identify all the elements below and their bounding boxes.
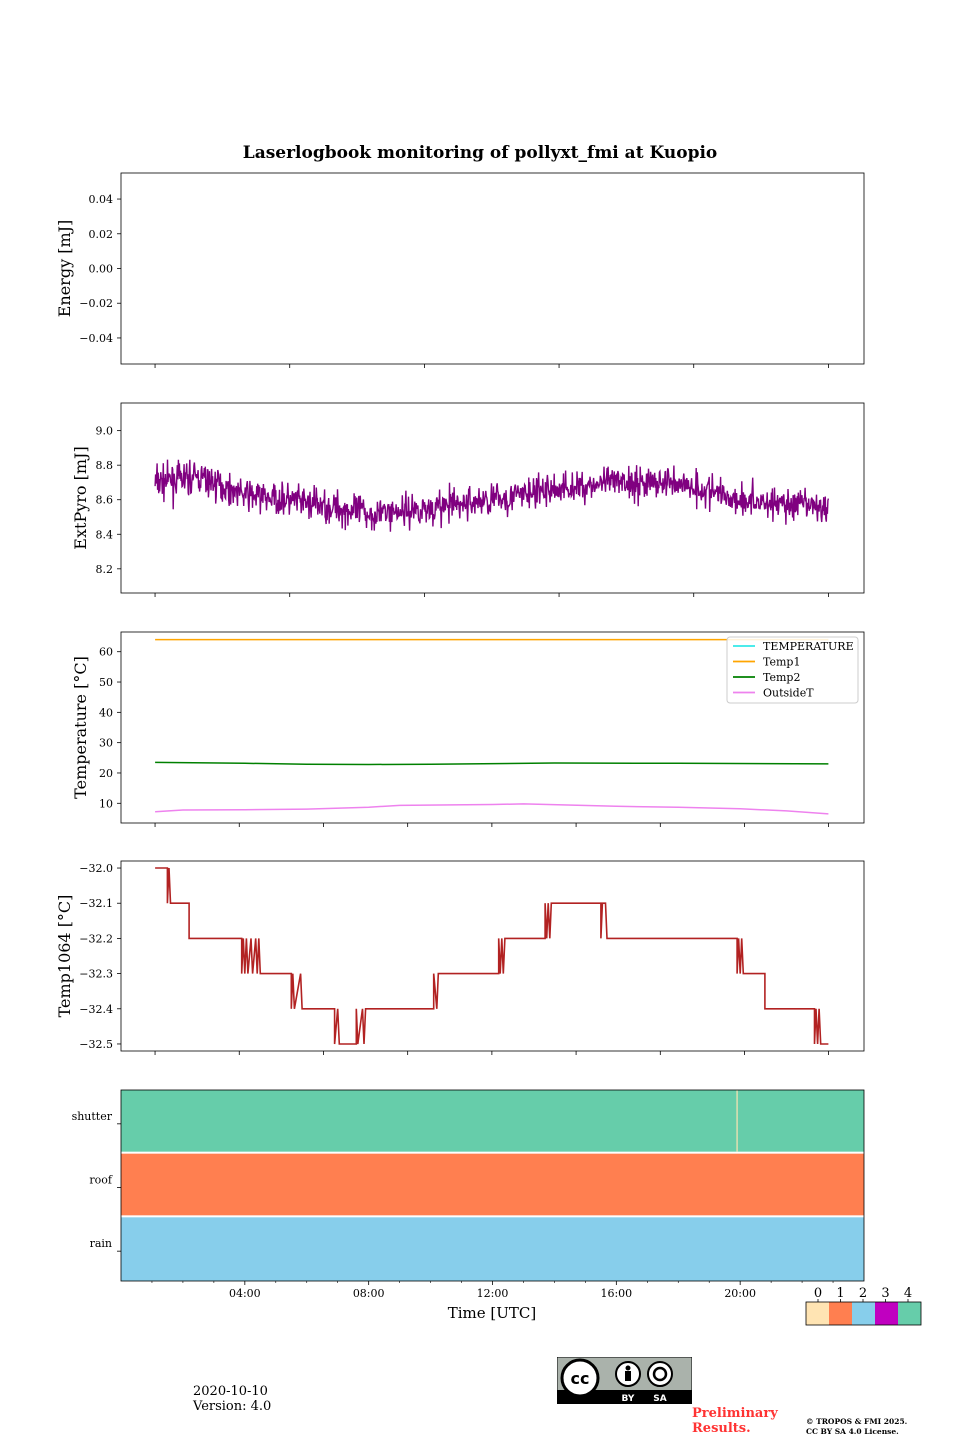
colorbar-tick-label: 2 [859, 1286, 867, 1301]
temp1064-ytick-label: −32.2 [79, 932, 113, 945]
temp1064-frame [120, 860, 865, 1052]
temp1064-ylabel: Temp1064 [°C] [55, 895, 74, 1018]
colorbar-cell-2 [852, 1302, 875, 1325]
legend-label-outsidet: OutsideT [763, 687, 814, 700]
preliminary-line-2: Results. [692, 1421, 751, 1436]
status-xtick-label: 16:00 [600, 1287, 632, 1300]
temperature-ytick-label: 10 [99, 797, 113, 810]
colorbar-cell-1 [829, 1302, 852, 1325]
temperature-ytick-label: 20 [99, 767, 113, 780]
temp1064-ytick-label: −32.3 [79, 968, 113, 981]
status-row-rain [121, 1217, 864, 1281]
energy-ytick-label: 0.02 [89, 228, 114, 241]
energy-ylabel: Energy [mJ] [55, 220, 74, 318]
temp1064-ytick-label: −32.4 [79, 1003, 113, 1016]
series-outsidet-line [155, 803, 829, 815]
footer-version: Version: 4.0 [193, 1399, 272, 1414]
extpyro-ytick-label: 8.8 [96, 459, 114, 472]
status-xtick-label: 20:00 [724, 1287, 756, 1300]
status-label-shutter: shutter [72, 1110, 113, 1123]
copyright-line-2: CC BY SA 4.0 License. [806, 1427, 899, 1436]
x-axis-label: Time [UTC] [448, 1304, 537, 1322]
status-xtick-label: 12:00 [477, 1287, 509, 1300]
panel-extpyro: 9.0 8.8 8.6 8.4 8.2 ExtPyro [mJ] [71, 402, 865, 597]
temp1064-ytick-label: −32.1 [79, 897, 113, 910]
temperature-ytick-label: 40 [99, 706, 113, 719]
temp1064-ytick-label: −32.5 [79, 1038, 113, 1051]
panel-status: shutter roof rain 04:00 08:00 12:00 16:00 20:00… [72, 1089, 922, 1326]
energy-ytick-label: 0.00 [89, 263, 114, 276]
colorbar-tick-label: 0 [814, 1286, 822, 1301]
extpyro-ytick-label: 8.2 [96, 563, 114, 576]
status-label-rain: rain [90, 1237, 112, 1250]
temperature-ylabel: Temperature [°C] [71, 656, 90, 799]
legend-label-temp1: Temp1 [763, 656, 800, 669]
status-xtick-label: 04:00 [229, 1287, 261, 1300]
status-label-roof: roof [89, 1174, 113, 1187]
series-temp2-line [155, 761, 829, 766]
temp1064-series-line [155, 867, 829, 1045]
copyright-note: © TROPOS & FMI 2025. CC BY SA 4.0 Licens… [806, 1417, 907, 1437]
temp1064-ytick-label: −32.0 [79, 862, 113, 875]
extpyro-ytick-label: 9.0 [96, 425, 114, 438]
temperature-ytick-label: 60 [99, 646, 113, 659]
plots-area: 0.04 0.02 0.00 −0.02 −0.04 Energy [mJ] 9.0 8.8 8… [55, 172, 922, 1326]
temperature-legend: TEMPERATURE Temp1 Temp2 OutsideT [726, 636, 859, 704]
colorbar-cell-4 [898, 1302, 921, 1325]
status-xtick-label: 08:00 [353, 1287, 385, 1300]
energy-ytick-label: −0.04 [79, 332, 113, 345]
figure-title: Laserlogbook monitoring of pollyxt_fmi a… [243, 143, 718, 163]
cc-by-sa-badge: cc BY SA [556, 1356, 693, 1408]
legend-label-temp2: Temp2 [763, 671, 800, 684]
copyright-line-1: © TROPOS & FMI 2025. [806, 1417, 908, 1426]
temperature-ytick-label: 50 [99, 676, 113, 689]
badge-sa-label: SA [653, 1394, 666, 1404]
colorbar-frame [805, 1301, 922, 1326]
temperature-ytick-label: 30 [99, 737, 113, 750]
status-row-roof [121, 1153, 864, 1216]
legend-box [726, 636, 859, 704]
colorbar-cell-0 [806, 1302, 829, 1325]
preliminary-note: Preliminary Results. [692, 1406, 778, 1436]
extpyro-ytick-label: 8.6 [96, 494, 114, 507]
extpyro-ylabel: ExtPyro [mJ] [71, 446, 90, 549]
energy-frame [120, 172, 865, 365]
extpyro-ytick-label: 8.4 [96, 528, 114, 541]
panel-energy: 0.04 0.02 0.00 −0.02 −0.04 Energy [mJ] [55, 172, 865, 368]
colorbar-tick-label: 1 [836, 1286, 844, 1301]
legend-label-temperature: TEMPERATURE [763, 640, 854, 653]
status-row-shutter [121, 1090, 864, 1152]
footer-date: 2020-10-10 [193, 1384, 268, 1399]
badge-by-label: BY [622, 1394, 635, 1404]
colorbar-tick-label: 4 [904, 1286, 912, 1301]
panel-temp1064: −32.0 −32.1 −32.2 −32.3 −32.4 −32.5 Temp1064 [… [55, 860, 865, 1055]
extpyro-series-line [154, 459, 830, 532]
colorbar-cell-3 [875, 1302, 898, 1325]
colorbar-tick-label: 3 [881, 1286, 889, 1301]
svg-text:cc: cc [571, 1369, 590, 1388]
energy-ytick-label: −0.02 [79, 297, 113, 310]
preliminary-line-1: Preliminary [692, 1406, 778, 1421]
energy-ytick-label: 0.04 [89, 193, 114, 206]
